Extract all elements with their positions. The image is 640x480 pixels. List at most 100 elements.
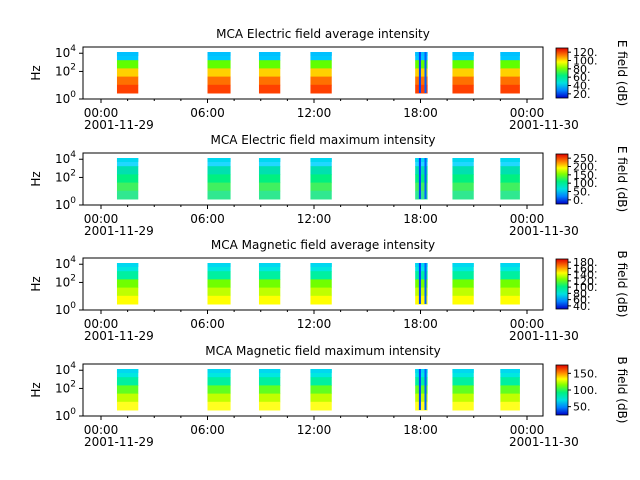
spectrogram-band bbox=[500, 369, 520, 378]
spectrogram-band bbox=[415, 174, 428, 184]
spectrogram-band bbox=[415, 271, 428, 280]
spectrogram-band bbox=[310, 279, 332, 289]
spectrogram-band bbox=[207, 182, 231, 192]
x-tick-label: 00:00 bbox=[510, 212, 545, 226]
spectrogram-block bbox=[415, 369, 428, 411]
spectrogram-band bbox=[415, 295, 428, 305]
colorbar-tick-label: 250. bbox=[573, 152, 598, 165]
x-tick-label: 00:00 bbox=[510, 317, 545, 331]
colorbar-tick-label: 140. bbox=[573, 269, 598, 282]
spectrogram-band bbox=[310, 377, 332, 386]
spectrogram-band bbox=[207, 84, 231, 94]
spectrogram-band bbox=[310, 295, 332, 305]
spectrogram-band bbox=[415, 52, 428, 61]
spectrogram-band bbox=[116, 279, 139, 289]
y-axis-label: Hz bbox=[29, 65, 43, 80]
spectrogram-band bbox=[207, 295, 231, 305]
colorbar-label: E field (dB) bbox=[615, 146, 629, 212]
spectrogram-band bbox=[500, 76, 520, 86]
spectrogram-band bbox=[452, 393, 474, 403]
spectrogram-band bbox=[415, 190, 428, 200]
spectrogram-band bbox=[500, 287, 520, 297]
x-start-date: 2001-11-29 bbox=[84, 329, 154, 343]
spectrogram-band bbox=[116, 393, 139, 403]
spectrogram-band bbox=[258, 76, 281, 86]
spectrogram-band bbox=[116, 295, 139, 305]
colorbar-tick-label: 60. bbox=[573, 294, 591, 307]
y-tick-label: 104 bbox=[55, 44, 76, 60]
spectrogram-block bbox=[116, 158, 139, 200]
spectrogram-band bbox=[500, 385, 520, 395]
spectrogram-band bbox=[258, 158, 281, 162]
y-tick-label: 104 bbox=[55, 361, 76, 377]
spectrogram-band bbox=[415, 393, 428, 403]
colorbar-tick-label: 100. bbox=[573, 55, 598, 68]
y-axis-label: Hz bbox=[29, 276, 43, 291]
x-tick-label: 12:00 bbox=[297, 423, 332, 437]
spectrogram-band bbox=[452, 158, 474, 162]
spectrogram-band bbox=[452, 190, 474, 200]
spectrogram-band bbox=[258, 68, 281, 78]
spectrogram-block bbox=[258, 263, 281, 305]
spectrogram-band bbox=[310, 401, 332, 411]
spectrogram-band bbox=[258, 295, 281, 305]
spectrogram-band bbox=[258, 52, 281, 61]
spectrogram-band bbox=[415, 263, 428, 267]
spectrogram-band bbox=[500, 174, 520, 184]
spectrogram-band bbox=[415, 52, 428, 56]
spectrogram-band bbox=[116, 263, 139, 267]
spectrogram-band bbox=[258, 287, 281, 297]
colorbar-tick-label: 80. bbox=[573, 63, 591, 76]
spectrogram-band bbox=[207, 52, 231, 56]
spectrogram-band bbox=[310, 271, 332, 280]
spectrogram-band bbox=[207, 174, 231, 184]
spectrogram-band bbox=[452, 76, 474, 86]
spectrogram-band bbox=[207, 271, 231, 280]
spectrogram-block bbox=[207, 263, 231, 305]
colorbar-tick-label: 60. bbox=[573, 71, 591, 84]
spectrogram-panel: MCA Magnetic field maximum intensity 100 1… bbox=[29, 344, 629, 449]
spectrogram-block bbox=[500, 158, 520, 200]
spectrogram-band bbox=[415, 287, 428, 297]
spectrogram-block bbox=[310, 158, 332, 200]
spectrogram-block bbox=[310, 263, 332, 305]
colorbar-tick-label: 50. bbox=[573, 401, 591, 414]
spectrogram-band bbox=[207, 385, 231, 395]
spectrogram-band bbox=[452, 60, 474, 69]
spectrogram-band bbox=[452, 271, 474, 280]
spectrogram-band bbox=[207, 190, 231, 200]
spectrogram-band bbox=[207, 158, 231, 162]
spectrogram-band bbox=[415, 166, 428, 175]
spectrogram-band bbox=[207, 60, 231, 69]
spectrogram-band bbox=[500, 401, 520, 411]
x-tick-label: 06:00 bbox=[190, 106, 225, 120]
spectrogram-band bbox=[258, 369, 281, 378]
x-start-date: 2001-11-29 bbox=[84, 118, 154, 132]
spectrogram-band bbox=[310, 190, 332, 200]
y-tick-label: 102 bbox=[55, 273, 76, 289]
spectrogram-band bbox=[207, 68, 231, 78]
spectrogram-band bbox=[310, 263, 332, 272]
spectrogram-band bbox=[452, 158, 474, 167]
spectrogram-block bbox=[207, 158, 231, 200]
colorbar bbox=[555, 153, 569, 205]
spectrogram-band bbox=[452, 385, 474, 395]
spectrogram-band bbox=[452, 174, 474, 184]
spectrogram-band bbox=[500, 52, 520, 61]
spectrogram-band bbox=[452, 377, 474, 386]
spectrogram-band bbox=[500, 60, 520, 69]
plot-frame bbox=[82, 46, 544, 100]
spectrogram-band bbox=[116, 190, 139, 200]
spectrogram-band bbox=[116, 369, 139, 378]
spectrogram-band bbox=[452, 287, 474, 297]
spectrogram-band bbox=[415, 158, 428, 162]
spectrogram-band bbox=[258, 279, 281, 289]
spectrogram-band bbox=[207, 263, 231, 272]
spectrogram-band bbox=[452, 263, 474, 272]
spectrogram-block bbox=[415, 158, 428, 200]
x-start-date: 2001-11-29 bbox=[84, 224, 154, 238]
colorbar-tick-label: 50. bbox=[573, 186, 591, 199]
spectrogram-band bbox=[258, 401, 281, 411]
colorbar-label: B field (dB) bbox=[615, 251, 629, 318]
colorbar-tick-label: 200. bbox=[573, 161, 598, 174]
